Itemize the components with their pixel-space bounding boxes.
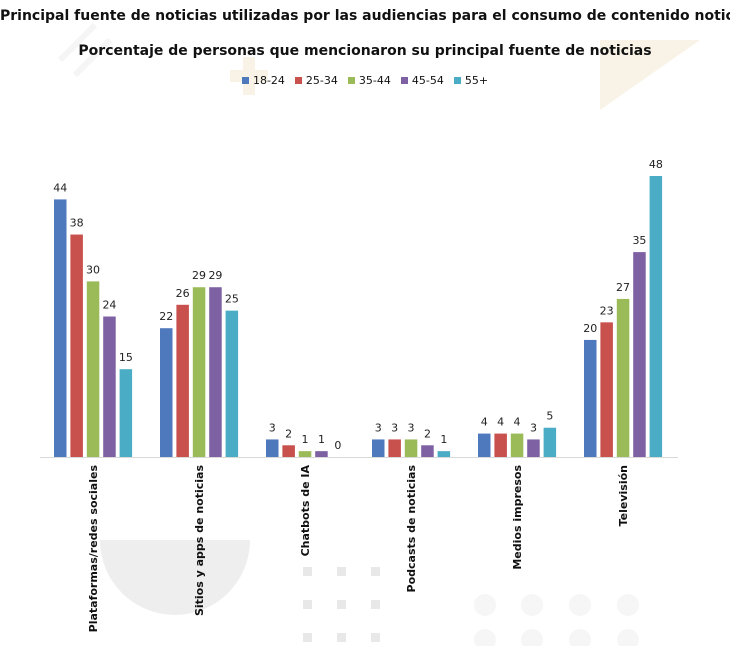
legend-swatch xyxy=(453,77,461,84)
data-label: 1 xyxy=(302,433,309,446)
data-label: 23 xyxy=(600,304,614,317)
bar xyxy=(315,451,328,457)
bar xyxy=(527,439,540,457)
data-label: 2 xyxy=(424,427,431,440)
bar xyxy=(633,252,646,457)
data-label: 22 xyxy=(159,310,173,323)
bar xyxy=(282,445,295,457)
bar xyxy=(86,281,100,457)
data-label: 27 xyxy=(616,281,630,294)
data-label: 24 xyxy=(102,299,116,312)
bar xyxy=(54,199,67,457)
data-label: 4 xyxy=(481,416,488,429)
chart-subtitle: Porcentaje de personas que mencionaron s… xyxy=(78,43,652,59)
bar xyxy=(372,439,385,457)
data-label: 30 xyxy=(86,263,100,276)
data-label: 5 xyxy=(546,410,553,423)
bar xyxy=(209,287,222,457)
legend-label: 35-44 xyxy=(358,74,391,87)
bar xyxy=(494,433,507,457)
data-label: 48 xyxy=(649,158,663,171)
category-label: Chatbots de IA xyxy=(299,465,312,557)
data-label: 2 xyxy=(285,427,292,440)
data-label: 26 xyxy=(176,287,190,300)
data-label: 3 xyxy=(408,421,415,434)
data-label: 20 xyxy=(583,322,597,335)
legend-item: 25-34 xyxy=(294,74,338,87)
legend-label: 25-34 xyxy=(305,74,338,87)
data-label: 1 xyxy=(440,433,447,446)
bar xyxy=(176,304,189,457)
bar xyxy=(388,439,401,457)
data-label: 15 xyxy=(119,351,133,364)
legend-item: 55+ xyxy=(453,74,489,87)
data-label: 0 xyxy=(334,439,341,452)
bar xyxy=(160,328,173,457)
legend-item: 45-54 xyxy=(400,74,444,87)
data-label: 3 xyxy=(530,421,537,434)
bar xyxy=(600,322,613,457)
legend-item: 18-24 xyxy=(241,74,285,87)
data-label: 4 xyxy=(514,416,521,429)
data-label: 38 xyxy=(70,217,84,230)
bar xyxy=(437,451,451,457)
category-label: Televisión xyxy=(617,465,630,526)
bar xyxy=(103,316,116,457)
legend-swatch xyxy=(400,77,408,84)
chart-title: Principal fuente de noticias utilizadas … xyxy=(0,8,730,24)
legend-label: 45-54 xyxy=(411,74,444,87)
bar xyxy=(225,310,239,457)
legend-label: 55+ xyxy=(464,74,489,87)
bar xyxy=(543,427,557,457)
bar xyxy=(70,234,83,457)
category-label: Podcasts de noticias xyxy=(405,465,418,593)
legend-swatch xyxy=(347,77,355,84)
data-label: 29 xyxy=(192,269,206,282)
bar xyxy=(192,287,206,457)
bar xyxy=(478,433,491,457)
bar xyxy=(119,369,133,457)
legend-label: 18-24 xyxy=(252,74,285,87)
data-label: 25 xyxy=(225,293,239,306)
data-label: 3 xyxy=(375,421,382,434)
bar xyxy=(266,439,279,457)
legend-swatch xyxy=(294,77,302,84)
bar xyxy=(649,176,663,457)
data-label: 4 xyxy=(497,416,504,429)
bar xyxy=(298,451,312,457)
legend-swatch xyxy=(241,77,249,84)
bar xyxy=(404,439,418,457)
bar xyxy=(584,339,597,457)
category-label: Plataformas/redes sociales xyxy=(87,465,100,633)
data-label: 35 xyxy=(632,234,646,247)
category-label: Sitios y apps de noticias xyxy=(193,465,206,616)
bar xyxy=(510,433,524,457)
legend: 18-24 25-34 35-44 45-54 55+ xyxy=(0,74,730,87)
data-label: 3 xyxy=(391,421,398,434)
data-label: 29 xyxy=(208,269,222,282)
data-label: 1 xyxy=(318,433,325,446)
category-label: Medios impresos xyxy=(511,465,524,570)
bar xyxy=(616,298,630,457)
bar xyxy=(421,445,434,457)
legend-item: 35-44 xyxy=(347,74,391,87)
data-label: 44 xyxy=(53,181,67,194)
data-label: 3 xyxy=(269,421,276,434)
